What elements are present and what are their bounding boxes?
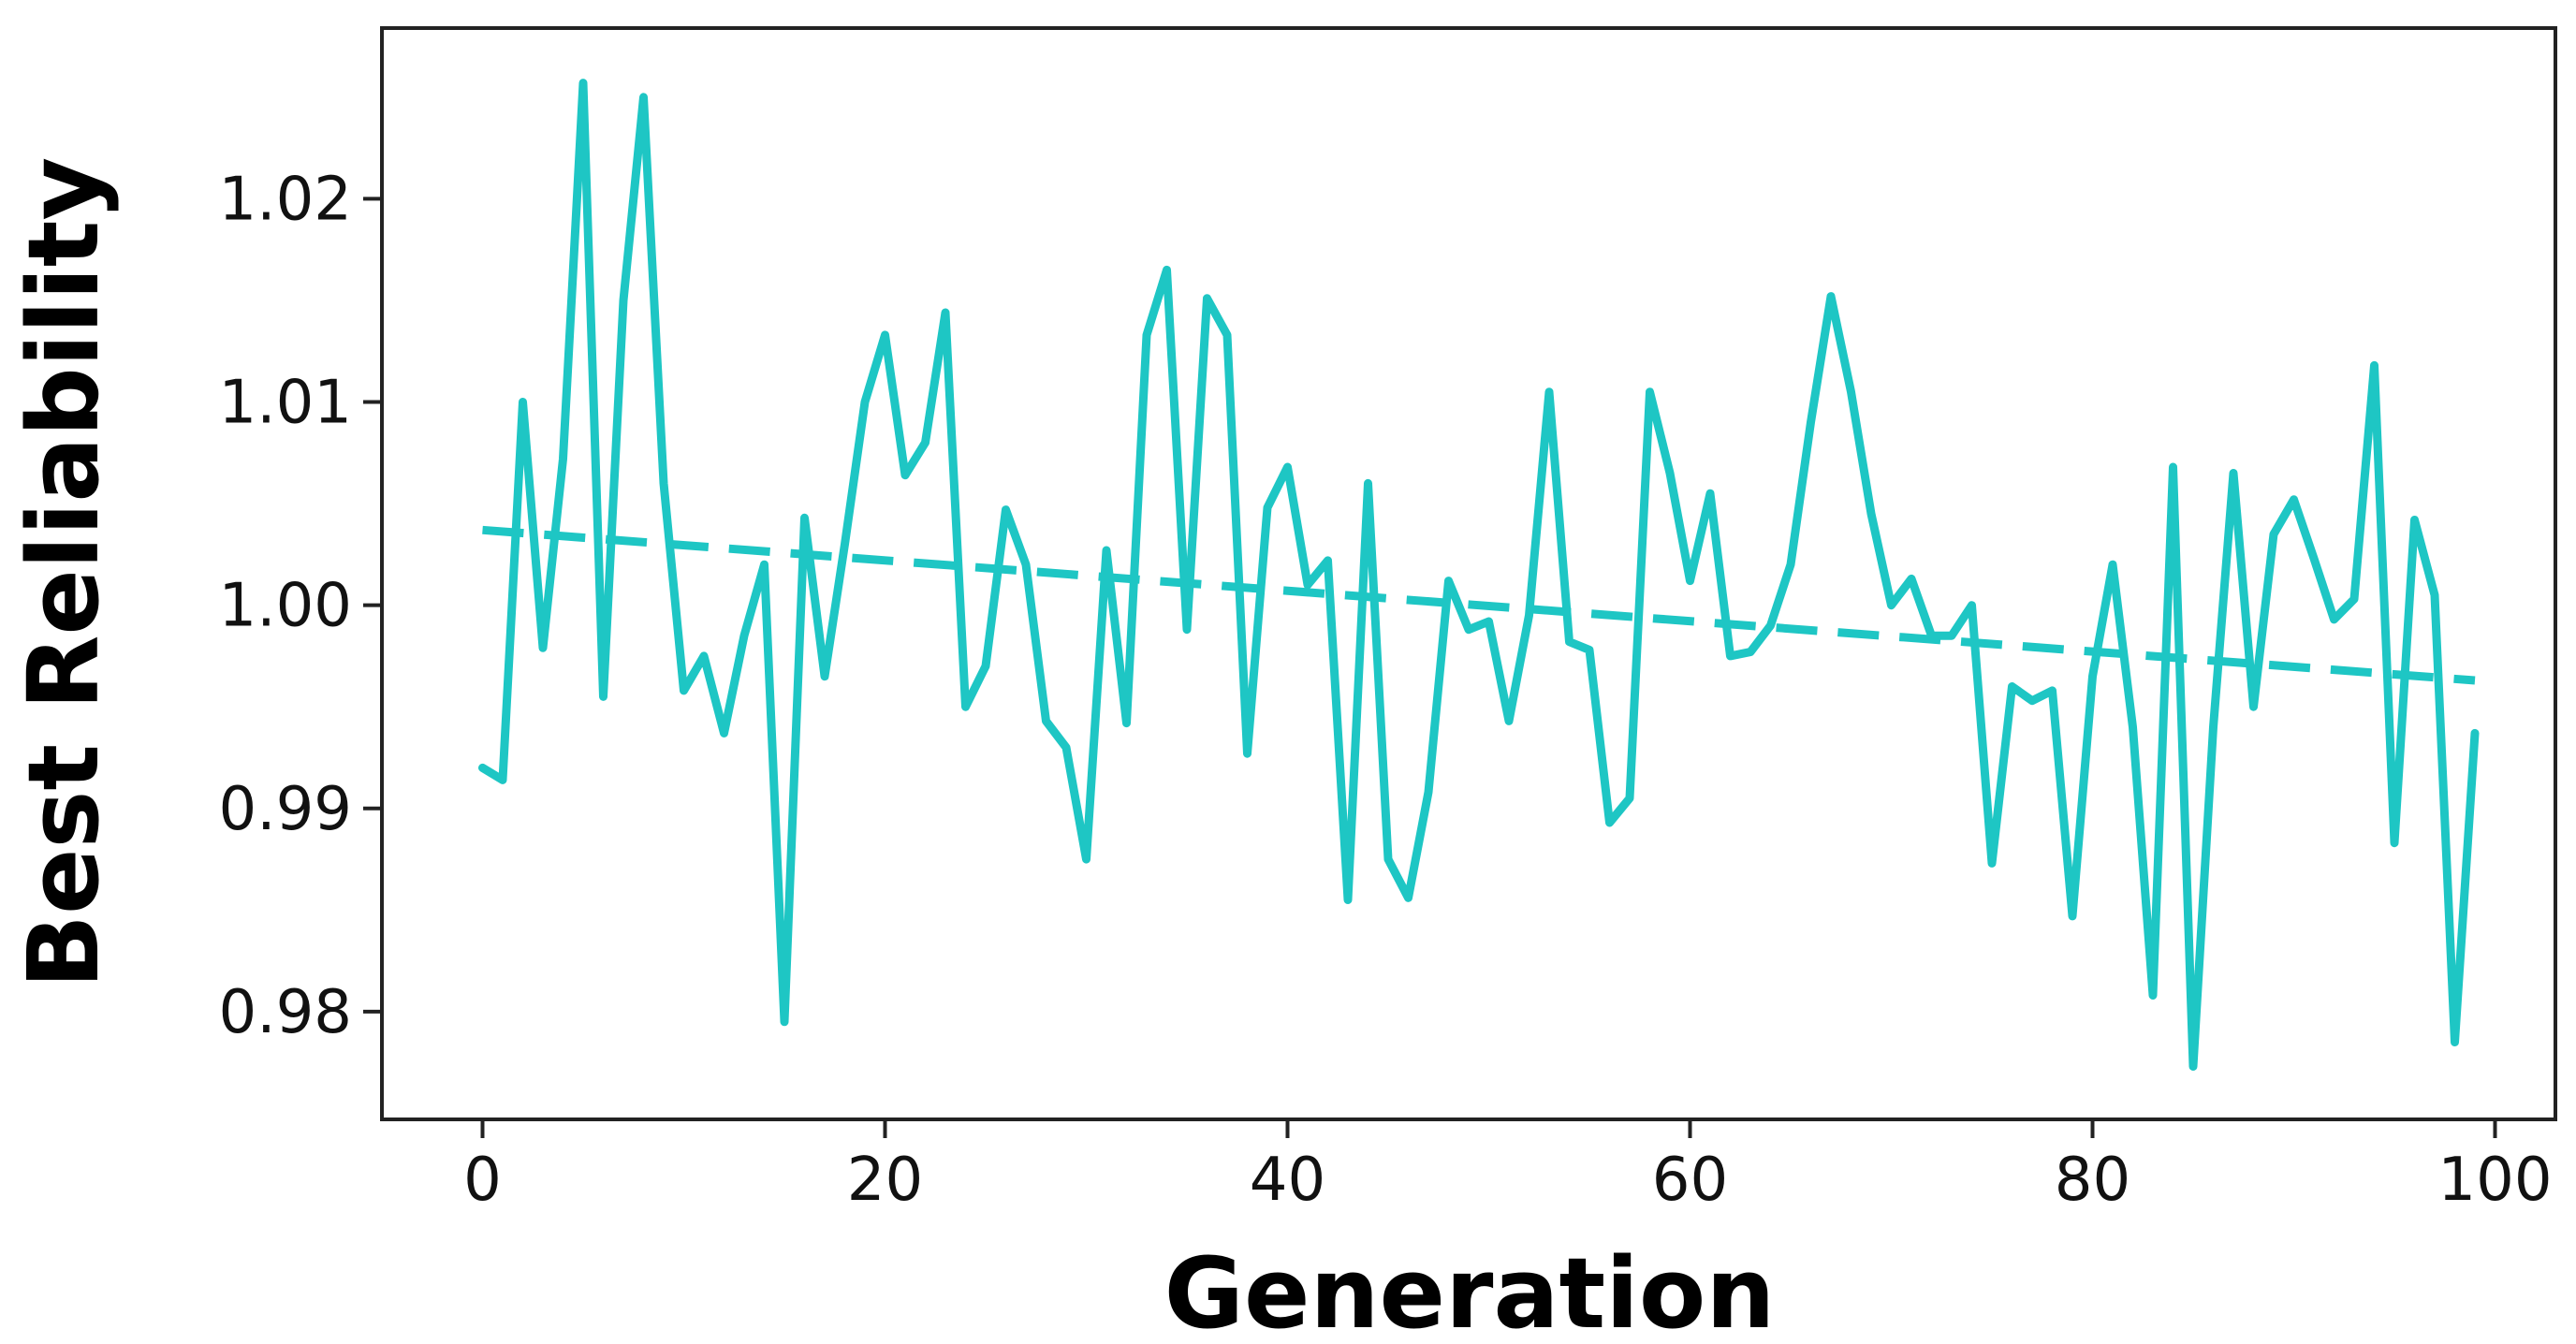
x-tick-label: 0: [463, 1146, 502, 1215]
y-tick-label: 1.01: [219, 369, 353, 438]
y-axis-title: Best Reliability: [7, 157, 121, 989]
plot-area: [380, 26, 2557, 1121]
y-tick-label: 1.02: [219, 165, 353, 234]
x-tick-label: 40: [1250, 1146, 1325, 1215]
x-tick-label: 100: [2437, 1146, 2552, 1215]
reliability-line: [478, 79, 2480, 1071]
x-axis-title: Generation: [1164, 1236, 1776, 1344]
y-tick-label: 0.99: [219, 775, 353, 844]
x-tick-label: 80: [2055, 1146, 2130, 1215]
y-tick-label: 1.00: [219, 572, 353, 641]
ticks: 0 20 40 60 80 100 0.98 0.99 1.00 1.01 1.02: [219, 165, 2553, 1215]
x-tick-label: 20: [847, 1146, 923, 1215]
y-tick-label: 0.98: [219, 978, 353, 1047]
axes-frame: [380, 26, 2557, 1121]
trend-line: [482, 525, 2476, 685]
x-tick-label: 60: [1652, 1146, 1728, 1215]
